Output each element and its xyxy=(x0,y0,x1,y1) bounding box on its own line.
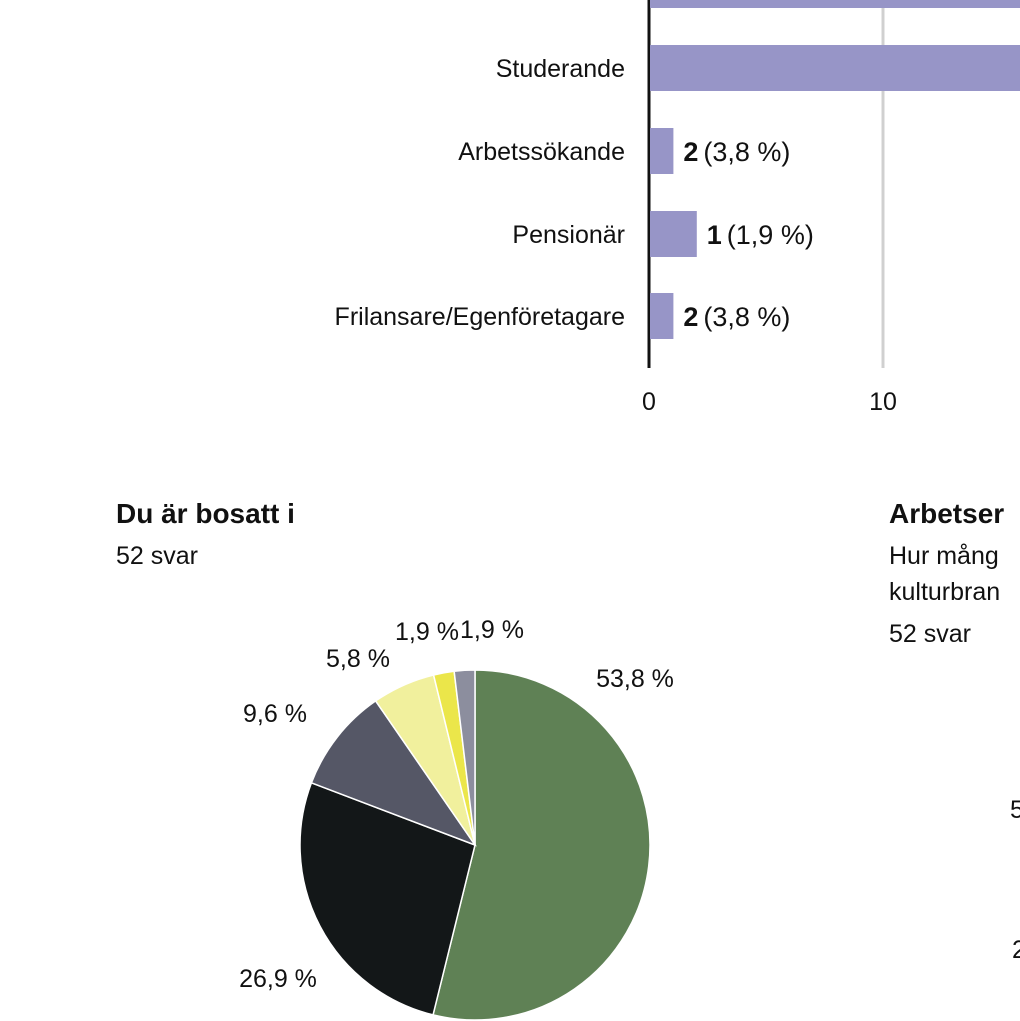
pie-response-count: 52 svar xyxy=(116,542,198,570)
category-label: Pensionär xyxy=(512,221,625,249)
pie-slice xyxy=(310,699,477,847)
pie-slice-label: 5,8 % xyxy=(326,645,390,673)
bar-partial-top xyxy=(650,0,1020,8)
pie-slice xyxy=(374,674,476,846)
bar xyxy=(650,293,674,339)
bar-percent-label: (3,8 %) xyxy=(703,302,790,332)
pie-slice-label: 1,9 % xyxy=(395,618,459,646)
bar-percent-label: (3,8 %) xyxy=(703,137,790,167)
category-label: Arbetssökande xyxy=(458,138,625,166)
bar-percent-label: (1,9 %) xyxy=(727,220,814,250)
pie-slice-label: 9,6 % xyxy=(243,700,307,728)
pie-slice-label: 1,9 % xyxy=(460,616,524,644)
bar-value-label: 2 xyxy=(683,137,698,167)
category-label: Studerande xyxy=(496,55,625,83)
pie-slice xyxy=(432,669,651,1021)
right-panel-question-line1: Hur mång xyxy=(889,542,999,570)
category-label: Frilansare/Egenföretagare xyxy=(335,303,625,331)
right-panel-title: Arbetser xyxy=(889,498,1005,529)
x-tick-label: 10 xyxy=(869,388,897,416)
bar xyxy=(650,45,1020,91)
bar-value-label: 1 xyxy=(707,220,722,250)
right-panel-partial-label-2: 2 xyxy=(1012,936,1020,964)
right-panel-question-line2: kulturbran xyxy=(889,578,1001,606)
bar-value-label: 2 xyxy=(683,302,698,332)
pie-slice-label: 26,9 % xyxy=(239,965,317,993)
pie-slice xyxy=(453,669,476,846)
bar xyxy=(650,128,674,174)
category-label-partial-top: ... xyxy=(604,0,625,6)
pie-slice xyxy=(432,670,476,846)
pie-slice xyxy=(299,781,476,1016)
x-tick-label: 0 xyxy=(642,388,656,416)
pie-title: Du är bosatt i xyxy=(116,498,295,529)
right-panel-partial-label-1: 5 xyxy=(1010,796,1020,824)
pie-slice-label: 53,8 % xyxy=(596,665,674,693)
bar xyxy=(650,211,697,257)
right-panel-response-count: 52 svar xyxy=(889,620,971,648)
